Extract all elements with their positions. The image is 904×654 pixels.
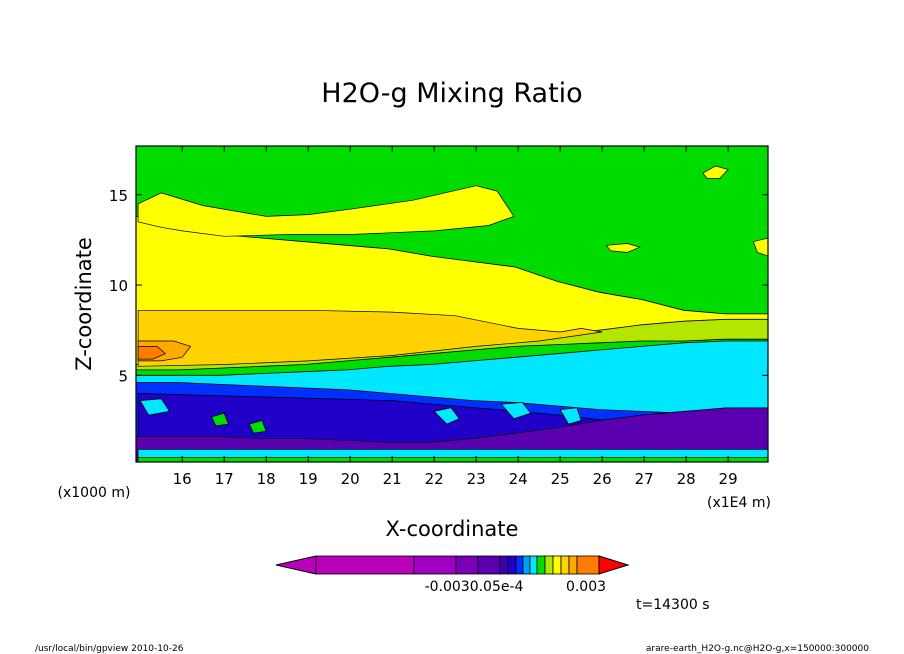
x-tick-label: 27 bbox=[635, 470, 654, 488]
y-tick-label: 15 bbox=[109, 187, 128, 205]
x-tick-label: 17 bbox=[215, 470, 234, 488]
x-tick-label: 19 bbox=[299, 470, 318, 488]
colorbar-segment bbox=[576, 555, 600, 575]
chart-title: H2O-g Mixing Ratio bbox=[321, 78, 582, 109]
colorbar-segment bbox=[413, 555, 457, 575]
contour-region-surface-cyan-top bbox=[137, 449, 768, 458]
x-unit-label: (x1E4 m) bbox=[707, 495, 771, 511]
x-tick-label: 20 bbox=[341, 470, 360, 488]
x-tick-label: 16 bbox=[173, 470, 192, 488]
contour-region-cyan-wisp-2 bbox=[500, 402, 532, 420]
colorbar-segment bbox=[529, 555, 538, 575]
contour-region-yellow-spot-right bbox=[752, 237, 768, 257]
y-axis-label: Z-coordinate bbox=[72, 237, 96, 371]
footer-right-text: arare-earth_H2O-g.nc@H2O-g,x=150000:3000… bbox=[646, 644, 869, 654]
y-tick-label: 5 bbox=[118, 367, 128, 385]
colorbar-segment bbox=[568, 555, 578, 575]
colorbar-segment bbox=[544, 555, 554, 575]
contour-region-cyan-wisp-1 bbox=[433, 407, 460, 425]
contour-region-yellow-spot-mid bbox=[605, 243, 641, 253]
colorbar-segment bbox=[560, 555, 570, 575]
contour-region-upper-yellow-tongue bbox=[137, 185, 515, 237]
x-axis-label: X-coordinate bbox=[386, 517, 519, 541]
colorbar-segment bbox=[552, 555, 562, 575]
x-tick-label: 21 bbox=[383, 470, 402, 488]
contour-region-green-speck-2 bbox=[248, 420, 267, 434]
colorbar-segment bbox=[455, 555, 479, 575]
x-tick-label: 23 bbox=[467, 470, 486, 488]
contour-region-yellow-spot-top bbox=[702, 165, 729, 179]
time-label: t=14300 s bbox=[636, 597, 710, 613]
x-tick-label: 26 bbox=[593, 470, 612, 488]
colorbar-segment bbox=[536, 555, 546, 575]
y-unit-label: (x1000 m) bbox=[58, 485, 131, 501]
y-tick-label: 10 bbox=[109, 277, 128, 295]
plot-frame bbox=[135, 145, 769, 463]
x-tick-label: 18 bbox=[257, 470, 276, 488]
colorbar-segment bbox=[315, 555, 415, 575]
colorbar-segment bbox=[522, 555, 531, 575]
colorbar-low-arrow bbox=[275, 555, 317, 575]
colorbar bbox=[275, 555, 630, 575]
footer-left-text: /usr/local/bin/gpview 2010-10-26 bbox=[35, 644, 184, 654]
colorbar-segment bbox=[499, 555, 509, 575]
colorbar-label-overlap: -0.0030.05e-4 bbox=[425, 579, 524, 595]
plot-area: 16 17 18 19 20 21 22 23 24 25 26 27 28 29 5 10 15 bbox=[109, 145, 769, 488]
x-tick-label: 22 bbox=[425, 470, 444, 488]
colorbar-segment bbox=[477, 555, 501, 575]
x-tick-label: 24 bbox=[509, 470, 528, 488]
colorbar-label-max: 0.003 bbox=[566, 579, 606, 595]
colorbar-high-arrow bbox=[598, 555, 630, 575]
contour-region-orange-red-patch bbox=[137, 346, 167, 360]
x-tick-label: 28 bbox=[677, 470, 696, 488]
colorbar-segment bbox=[515, 555, 524, 575]
contour-region-green-speck-1 bbox=[211, 412, 229, 427]
colorbar-segment bbox=[507, 555, 517, 575]
contour-region-cyan-wisp-4 bbox=[139, 398, 171, 416]
x-tick-label: 29 bbox=[719, 470, 738, 488]
contour-band-purple-surface bbox=[136, 407, 768, 462]
contour-region-orange-layer bbox=[137, 309, 603, 367]
contour-region-cyan-wisp-3 bbox=[559, 407, 582, 425]
contour-region-surface-green-top bbox=[137, 457, 768, 462]
x-tick-label: 25 bbox=[551, 470, 570, 488]
